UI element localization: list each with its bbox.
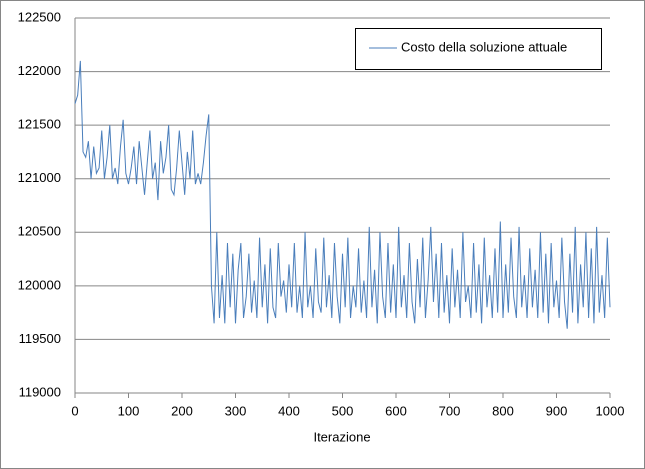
x-tick-label: 1000	[596, 403, 625, 418]
x-tick-label: 100	[118, 403, 140, 418]
x-tick-label: 200	[171, 403, 193, 418]
legend-box	[355, 28, 602, 70]
y-tick-label: 121500	[18, 117, 61, 132]
y-tick-label: 121000	[18, 170, 61, 185]
x-tick-label: 400	[278, 403, 300, 418]
y-tick-label: 122000	[18, 63, 61, 78]
x-tick-label: 300	[225, 403, 247, 418]
legend-label: Costo della soluzione attuale	[401, 39, 567, 54]
y-tick-label: 122500	[18, 9, 61, 24]
x-tick-label: 600	[385, 403, 407, 418]
y-tick-label: 119000	[19, 384, 61, 399]
x-tick-label: 900	[546, 403, 568, 418]
y-tick-label: 120000	[18, 277, 61, 292]
x-tick-label: 500	[332, 403, 354, 418]
data-line	[74, 60, 611, 329]
x-tick-label: 0	[71, 403, 78, 418]
x-tick-label: 700	[439, 403, 461, 418]
x-tick-label: 800	[492, 403, 514, 418]
y-tick-label: 119500	[19, 331, 61, 346]
x-axis-title: Iterazione	[313, 429, 370, 444]
y-tick-label: 120500	[18, 224, 61, 239]
